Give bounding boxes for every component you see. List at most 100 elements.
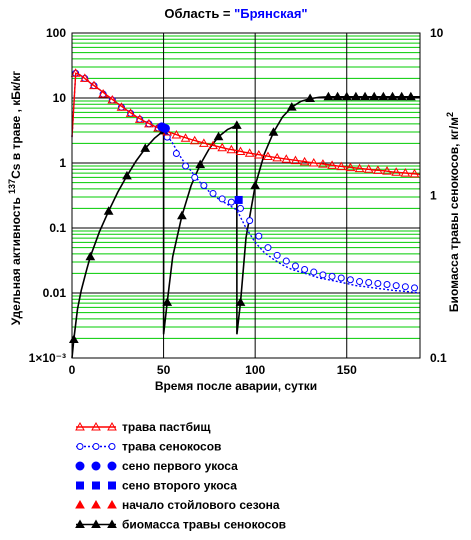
point-pasture [391, 167, 402, 176]
point-pasture [107, 95, 118, 104]
legend: трава пастбищ трава сенокосов сено первог… [75, 420, 286, 532]
point-biomass [396, 91, 407, 101]
point-pasture [373, 165, 383, 174]
x-tick-label: 50 [157, 363, 171, 377]
legend-marker [76, 443, 84, 450]
legend-item-stall_season: начало стойлового сезона [75, 498, 280, 512]
point-biomass [341, 91, 352, 101]
point-pasture [244, 148, 255, 157]
legend-marker [91, 421, 101, 431]
point-pasture [281, 154, 292, 163]
point-pasture [363, 164, 374, 173]
point-hay_grass [328, 272, 336, 280]
point-pasture [144, 118, 154, 128]
point-pasture [98, 89, 108, 98]
legend-item-hay_cut2: сено второго укоса [76, 479, 237, 493]
point-pasture [327, 160, 337, 169]
point-biomass [351, 91, 361, 101]
point-biomass [103, 206, 114, 215]
series-biomass [68, 91, 420, 359]
point-pasture [235, 146, 246, 156]
point-pasture [180, 133, 191, 142]
y-tick-right-label: 0.1 [430, 351, 447, 365]
point-biomass [250, 180, 261, 190]
point-hay_cut2 [234, 195, 243, 204]
point-biomass [332, 91, 343, 101]
point-biomass [85, 251, 96, 261]
point-hay_grass [401, 283, 409, 291]
point-biomass [305, 93, 315, 103]
grid [71, 32, 420, 359]
point-biomass [286, 102, 297, 111]
y-tick-left-label: 100 [46, 26, 66, 40]
point-pasture [400, 168, 411, 177]
point-hay_grass [392, 282, 400, 290]
legend-marker [92, 481, 100, 490]
plot-frame [71, 32, 421, 359]
point-hay_grass [182, 162, 190, 170]
point-hay_grass [209, 189, 217, 197]
y-tick-left-label: 0.1 [49, 221, 66, 235]
series-line-biomass [71, 96, 420, 359]
point-pasture [290, 155, 301, 165]
chart-title: Область = "Брянская" [164, 6, 307, 21]
point-hay_grass [291, 262, 299, 270]
point-hay_grass [200, 182, 208, 190]
point-biomass [268, 127, 279, 136]
point-biomass [323, 91, 334, 101]
legend-item-biomass: биомасса травы сенокосов [75, 518, 286, 532]
legend-marker [75, 421, 85, 431]
legend-marker [108, 481, 116, 490]
chart-title-prefix: Область = [164, 6, 234, 21]
point-pasture [125, 108, 136, 117]
point-hay_grass [374, 280, 382, 288]
point-hay_grass [383, 281, 391, 289]
legend-label: сено первого укоса [122, 459, 238, 473]
point-biomass [195, 159, 206, 169]
legend-marker [75, 461, 85, 471]
point-biomass [213, 131, 224, 141]
point-pasture [318, 159, 328, 168]
legend-marker [107, 519, 117, 528]
point-pasture [70, 68, 81, 77]
point-pasture [89, 80, 99, 90]
legend-marker [92, 443, 100, 450]
point-hay_grass [273, 251, 281, 259]
point-hay_grass [264, 244, 272, 252]
point-pasture [345, 162, 356, 172]
legend-label: трава пастбищ [122, 420, 211, 434]
point-biomass [177, 210, 187, 220]
point-hay_cut1 [160, 123, 170, 133]
point-pasture [272, 152, 282, 162]
y-tick-left-label: 1 [59, 156, 66, 170]
point-pasture [226, 144, 237, 154]
series-line-hay_grass [71, 72, 421, 294]
point-biomass [405, 91, 416, 101]
series-layer [68, 68, 421, 359]
legend-label: биомасса травы сенокосов [122, 518, 286, 532]
point-hay_grass [227, 198, 235, 206]
point-hay_grass [365, 279, 373, 287]
point-biomass [369, 91, 380, 101]
point-biomass [387, 91, 398, 101]
y-axis-label-left-pre: Удельная активность [9, 197, 23, 325]
point-biomass [140, 143, 151, 152]
legend-label: сено второго укоса [122, 479, 237, 493]
point-pasture [171, 129, 182, 139]
point-pasture [253, 149, 264, 159]
point-hay_grass [356, 278, 364, 286]
point-biomass [231, 120, 242, 129]
point-pasture [299, 156, 310, 166]
point-hay_grass [337, 274, 345, 282]
point-hay_grass [163, 133, 171, 141]
y-tick-left-label: 0.01 [43, 286, 67, 300]
legend-marker [75, 519, 85, 528]
point-biomass [360, 91, 370, 101]
point-pasture [336, 161, 347, 171]
y-axis-label-left: Удельная активность 137Cs в траве , кБк/… [7, 71, 23, 325]
series-hay_cut1 [157, 122, 170, 133]
point-hay_grass [310, 268, 318, 276]
y-ticks-right: 0.1 1 10 [430, 26, 447, 365]
point-hay_grass [172, 150, 180, 158]
point-hay_grass [218, 195, 226, 203]
